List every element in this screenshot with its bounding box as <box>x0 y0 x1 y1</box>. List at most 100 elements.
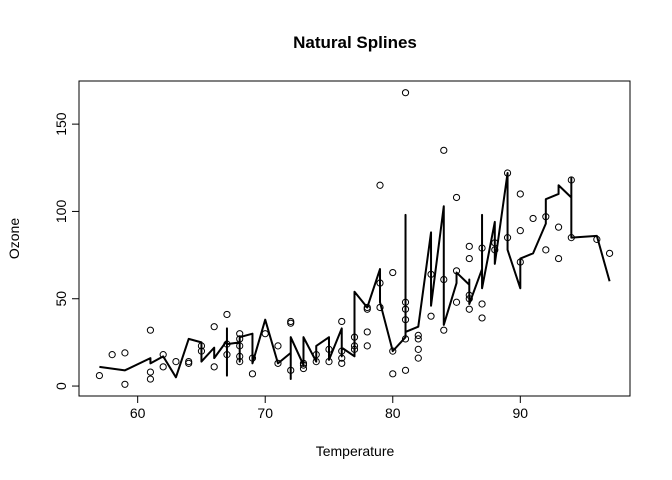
data-point <box>363 328 371 336</box>
x-axis: 60 70 80 90 <box>130 395 529 421</box>
data-point <box>401 316 410 324</box>
data-point <box>299 359 308 367</box>
data-point <box>236 352 244 360</box>
data-point <box>605 249 614 257</box>
data-point <box>465 242 473 250</box>
data-point <box>389 370 397 378</box>
data-point <box>542 213 550 221</box>
data-point <box>376 279 384 287</box>
y-tick-label: 100 <box>53 200 69 224</box>
data-point <box>401 305 410 313</box>
data-point <box>478 300 486 308</box>
y-tick-label: 0 <box>53 382 69 390</box>
data-point <box>350 333 359 341</box>
data-point <box>159 351 167 359</box>
data-point <box>440 275 448 284</box>
data-point <box>223 310 231 319</box>
data-point <box>478 314 486 322</box>
data-point <box>440 326 448 334</box>
data-point <box>197 342 206 350</box>
data-point <box>274 359 282 367</box>
data-point <box>440 146 448 154</box>
data-point <box>338 354 346 362</box>
data-point <box>274 342 282 350</box>
data-point <box>350 345 359 353</box>
data-point <box>236 358 244 366</box>
data-point <box>567 176 575 184</box>
data-point <box>465 254 473 263</box>
x-axis-label: Temperature <box>316 443 395 459</box>
data-point <box>465 305 473 313</box>
data-point <box>185 359 193 367</box>
data-point <box>401 298 410 306</box>
chart-title: Natural Splines <box>293 33 417 52</box>
data-point <box>312 358 320 366</box>
data-point <box>414 354 422 362</box>
data-point <box>210 363 218 371</box>
data-point <box>223 340 231 348</box>
y-tick-label: 50 <box>53 291 69 307</box>
x-tick-label: 60 <box>130 405 146 421</box>
data-point <box>261 330 269 338</box>
data-point <box>567 234 575 242</box>
data-point <box>287 319 295 327</box>
data-point <box>299 364 308 373</box>
data-point <box>503 169 512 177</box>
data-point <box>516 258 524 266</box>
data-point <box>350 342 359 350</box>
data-point <box>503 234 512 242</box>
data-point <box>338 317 346 326</box>
y-axis: 0 50 100 150 <box>53 112 80 390</box>
data-point <box>223 351 231 359</box>
data-point <box>452 267 461 275</box>
y-axis-label: Ozone <box>6 218 22 259</box>
data-point <box>210 323 218 331</box>
data-point <box>389 268 397 277</box>
data-point <box>338 359 346 367</box>
data-point <box>121 349 129 357</box>
data-point <box>414 345 422 353</box>
data-point <box>338 347 346 355</box>
x-tick-label: 70 <box>257 405 273 421</box>
data-point <box>465 291 473 299</box>
data-point <box>389 347 397 355</box>
data-point <box>478 244 486 252</box>
data-point <box>121 380 129 388</box>
data-point <box>414 331 422 340</box>
data-point <box>427 270 435 278</box>
data-point <box>325 345 333 353</box>
data-point <box>554 223 563 231</box>
data-point <box>427 312 435 320</box>
data-point <box>452 193 461 202</box>
data-point <box>197 347 206 355</box>
data-point <box>376 181 384 189</box>
x-tick-label: 90 <box>513 405 529 421</box>
data-point <box>516 227 524 235</box>
data-point <box>172 358 180 366</box>
data-point <box>363 305 371 313</box>
data-point <box>159 363 167 371</box>
data-point <box>95 371 104 380</box>
data-point <box>465 295 473 303</box>
data-point <box>287 366 295 374</box>
data-point <box>401 366 410 374</box>
data-point <box>452 298 461 306</box>
data-point <box>248 370 257 378</box>
data-point <box>516 190 524 198</box>
data-point <box>554 254 563 263</box>
data-point <box>146 375 155 383</box>
data-point <box>414 335 422 343</box>
data-point <box>312 351 320 359</box>
data-point <box>593 235 601 243</box>
data-point <box>108 351 116 359</box>
data-point <box>491 239 499 247</box>
data-point <box>236 335 244 343</box>
x-tick-label: 80 <box>385 405 401 421</box>
data-point <box>325 358 333 366</box>
data-point <box>248 354 257 362</box>
data-point <box>236 330 244 338</box>
data-point <box>401 335 410 343</box>
data-point <box>491 246 499 254</box>
data-point <box>376 303 384 312</box>
